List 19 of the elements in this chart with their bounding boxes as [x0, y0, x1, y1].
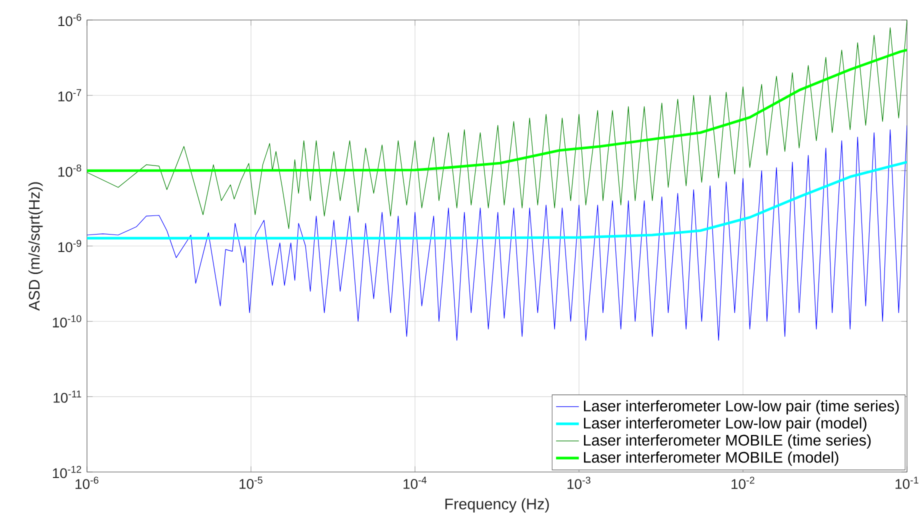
x-tick-label: 10$^{-4}$: [404, 476, 427, 489]
x-tick-label: 10$^{-1}$: [896, 476, 918, 489]
y-tick-label: 10$^{-7}$: [58, 89, 82, 102]
y-axis-title: ASD (m/s/sqrt(Hz)): [28, 182, 43, 311]
y-tick-label: 10$^{-11}$: [54, 390, 82, 403]
x-tick-label: 10$^{-2}$: [732, 476, 754, 490]
legend-label: Laser interferometer Low-low pair (model): [584, 417, 866, 432]
y-tick-label: 10$^{-10}$: [52, 315, 82, 328]
x-tick-label: 10$^{-6}$: [76, 476, 98, 490]
x-axis-title: Frequency (Hz): [445, 498, 549, 512]
y-tick-label: 10$^{-6}$: [58, 14, 82, 26]
legend-label: Laser interferometer MOBILE (time series): [584, 434, 871, 449]
y-tick-label: 10$^{-9}$: [58, 240, 82, 252]
x-tick-label: 10$^{-5}$: [240, 476, 262, 489]
y-tick-label: 10$^{-8}$: [58, 164, 82, 177]
legend-label: Laser interferometer Low-low pair (time series): [584, 400, 899, 414]
legend-label: Laser interferometer MOBILE (model): [584, 452, 838, 466]
y-tick-label: 10$^{-12}$: [52, 466, 82, 478]
x-tick-label: 10$^{-3}$: [568, 476, 590, 490]
